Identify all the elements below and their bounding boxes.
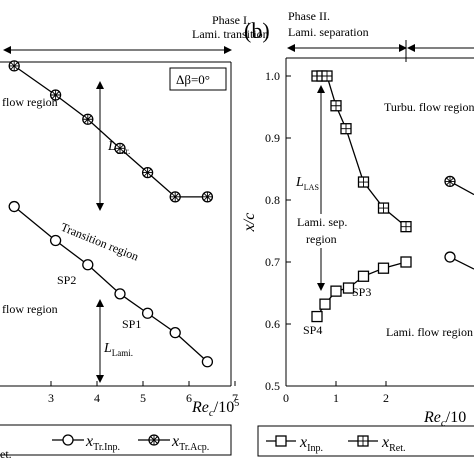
right-x-tick-label: 0	[283, 391, 289, 405]
legend-tr-inp: xTr.Inp.	[52, 433, 120, 453]
right-series-2-point-cross	[445, 176, 455, 187]
right-region-label-lami: Lami. flow region	[386, 325, 473, 339]
left-series-0-point	[8, 200, 20, 213]
sp4-label: SP4	[303, 323, 322, 337]
right-x-tick-label: 1	[333, 391, 339, 405]
legend-inp-marker	[275, 435, 287, 447]
right-series-0-point	[319, 298, 331, 310]
left-x-axis-label: Rec/105	[191, 398, 239, 419]
left-x-ticks: 3 4 5 6 7	[48, 381, 238, 405]
right-y-axis-label: x/c	[241, 213, 258, 233]
left-series-1-point-cross	[9, 60, 20, 71]
right-ticks: 0 1 2 0.5 0.6 0.7 0.8 0.9 1.0	[265, 69, 389, 405]
left-series-0-point	[141, 307, 154, 319]
legend-tr-inp-marker	[62, 434, 74, 446]
left-phase-title-2: Lami. transition	[192, 27, 269, 41]
left-x-tick-label: 6	[186, 391, 192, 405]
right-series-1-point-cross	[378, 203, 389, 214]
left-x-tick-label: 3	[48, 391, 54, 405]
right-phase-title-2: Lami. separation	[288, 25, 369, 39]
left-series-line-0	[13, 206, 208, 363]
legend-inp: xInp.	[266, 434, 323, 454]
right-series-1-point-cross	[322, 71, 332, 81]
left-series-1-point-cross	[50, 90, 61, 100]
left-series-0-point	[114, 288, 126, 300]
left-region-label-transition: Transition region	[59, 220, 141, 264]
right-y-tick-label: 0.8	[265, 193, 280, 207]
legend-tr-inp-label: xTr.Inp.	[85, 433, 120, 453]
right-x-axis-label: Rec/10	[423, 409, 466, 429]
right-x-tick-label: 2	[383, 391, 389, 405]
left-x-tick-label: 7	[232, 391, 238, 405]
legend-ret-label: xRet.	[381, 434, 406, 454]
l-lami-label: LLami.	[103, 341, 133, 358]
right-series-3-point	[444, 251, 456, 263]
legend-ret: xRet.	[348, 434, 406, 454]
left-region-label-lower: flow region	[2, 302, 58, 316]
right-series-0-point	[400, 256, 412, 268]
panel-label-b: (b)	[244, 18, 270, 43]
right-series-line-1	[317, 75, 407, 228]
left-series	[8, 60, 214, 368]
right-series-1-point-cross	[401, 221, 411, 232]
left-legend-box	[0, 424, 232, 456]
left-panel: Phase I. Lami. transition Δβ=0° flow reg…	[0, 13, 269, 461]
left-series-0-point	[49, 234, 62, 247]
right-series-0-point	[377, 262, 390, 274]
right-series-1-point-cross	[341, 123, 351, 134]
left-series-0-point	[169, 326, 181, 339]
sp1-label: SP1	[122, 317, 141, 331]
left-x-tick-label: 4	[94, 391, 100, 405]
left-series-0-point	[82, 259, 94, 271]
right-panel: (b) Phase II. Lami. separation x/c Turbu…	[241, 9, 474, 457]
sep-region-label-bg	[296, 214, 356, 248]
legend-inp-label: xInp.	[299, 434, 323, 454]
left-series-1-point-cross	[170, 191, 181, 202]
left-series-1-point-cross	[82, 114, 93, 125]
right-y-tick-label: 0.9	[265, 131, 280, 145]
left-phase-title-1: Phase I.	[212, 13, 250, 27]
right-series-0-point	[342, 282, 355, 294]
right-series-0-point	[357, 270, 370, 282]
legend-tr-acp-marker-cross	[149, 435, 159, 445]
right-y-tick-label: 0.5	[265, 379, 280, 393]
right-y-tick-label: 0.7	[265, 255, 280, 269]
sp3-label: SP3	[352, 285, 371, 299]
left-series-1-point-cross	[142, 167, 153, 178]
right-y-tick-label: 1.0	[265, 69, 280, 83]
right-series-1-point-cross	[331, 100, 341, 111]
sp2-label: SP2	[57, 273, 76, 287]
right-y-tick-label: 0.6	[265, 317, 280, 331]
delta-beta-label: Δβ=0°	[176, 72, 210, 87]
left-legend-fragment: et.	[0, 447, 12, 461]
left-x-tick-label: 5	[140, 391, 146, 405]
legend-tr-acp: xTr.Acp.	[138, 433, 209, 453]
right-series-0-point	[330, 285, 342, 297]
sep-region-label-1: Lami. sep.	[297, 215, 347, 229]
legend-tr-acp-label: xTr.Acp.	[171, 433, 209, 453]
left-series-0-point	[201, 356, 214, 368]
right-series-0-point	[311, 310, 323, 323]
right-series	[311, 70, 474, 323]
right-phase-title-1: Phase II.	[288, 9, 330, 23]
l-las-label: LLAS	[295, 175, 319, 192]
left-series-1-point-cross	[202, 191, 213, 202]
right-series-1-point-cross	[358, 177, 369, 188]
legend-ret-marker-cross	[358, 436, 368, 446]
delta-beta-box	[169, 67, 227, 91]
left-series-1-point-cross	[115, 143, 125, 154]
sep-region-label-2: region	[306, 232, 337, 246]
left-region-label-upper: flow region	[2, 95, 58, 109]
right-region-label-turbu: Turbu. flow region	[384, 100, 474, 114]
